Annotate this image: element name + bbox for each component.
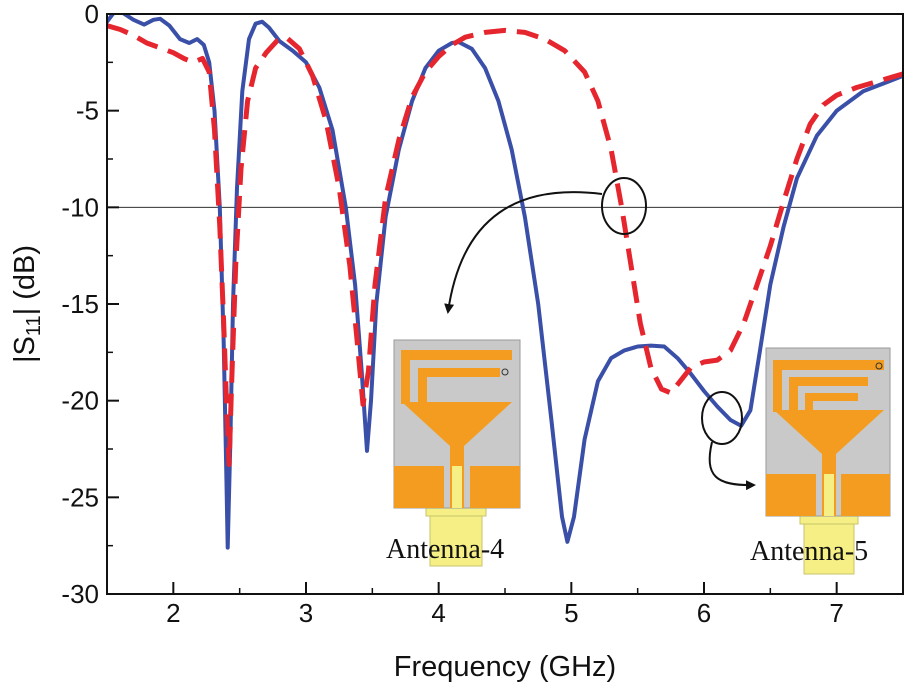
antenna-4-strip-inner (418, 368, 500, 404)
y-axis-title-main: |S (9, 336, 41, 363)
x-tick-label: 2 (166, 598, 180, 628)
antenna-5-ground-left (766, 474, 816, 516)
antenna-5-strip-middle (789, 377, 868, 412)
antenna-4-via (501, 368, 509, 376)
x-tick-label: 6 (697, 598, 711, 628)
x-tick-label: 3 (299, 598, 313, 628)
antenna-4-label: Antenna-4 (386, 534, 504, 565)
y-axis-title-subscript: 11 (23, 315, 45, 336)
antenna-4-ground-left (394, 466, 444, 508)
antenna-5-strip-inner (805, 393, 858, 412)
antenna-4-ground-right (470, 466, 520, 508)
antenna-4-connector (429, 507, 483, 567)
y-tick-label: -15 (61, 289, 99, 319)
callout-antenna-4 (444, 177, 647, 314)
x-tick-label: 5 (564, 598, 578, 628)
callout-ellipse-antenna-5 (701, 391, 743, 445)
tick-labels: 2 3 4 5 6 7 0 -5 -10 -15 -20 -25 -30 (61, 0, 843, 628)
antenna-4-feed-pin (452, 466, 462, 508)
callout-ellipse-antenna-4 (601, 177, 647, 235)
antenna-5-patch (774, 410, 884, 454)
y-tick-label: 0 (85, 0, 99, 29)
y-tick-label: -20 (61, 386, 99, 416)
y-tick-label: -10 (61, 192, 99, 222)
antenna-5-connector (803, 515, 855, 575)
x-tick-label: 7 (829, 598, 843, 628)
antenna-5-feed-pin (824, 474, 834, 516)
antenna-5-label: Antenna-5 (750, 536, 868, 567)
antenna-5-inset: Antenna-5 (750, 347, 891, 575)
y-axis-title-tail: | (dB) (9, 245, 41, 315)
callout-antenna-5 (701, 391, 756, 491)
antenna-4-patch (402, 402, 512, 446)
y-tick-label: -25 (61, 482, 99, 512)
plot-frame (106, 13, 904, 595)
y-tick-label: -30 (61, 579, 99, 609)
callout-arrow-antenna-5 (708, 441, 756, 491)
y-tick-label: -5 (76, 96, 99, 126)
x-axis-title: Frequency (GHz) (394, 651, 616, 683)
x-tick-label: 4 (431, 598, 445, 628)
antenna-4-strip-outer (401, 350, 512, 404)
antenna-5-strip-outer (773, 360, 884, 412)
callout-arrow-antenna-4 (444, 191, 603, 314)
y-axis-title: |S11| (dB) (9, 245, 45, 363)
series-line-dashed (107, 23, 903, 467)
antenna-5-via (875, 362, 883, 370)
antenna-4-inset: Antenna-4 (386, 339, 521, 567)
antenna-5-ground-right (841, 474, 890, 516)
